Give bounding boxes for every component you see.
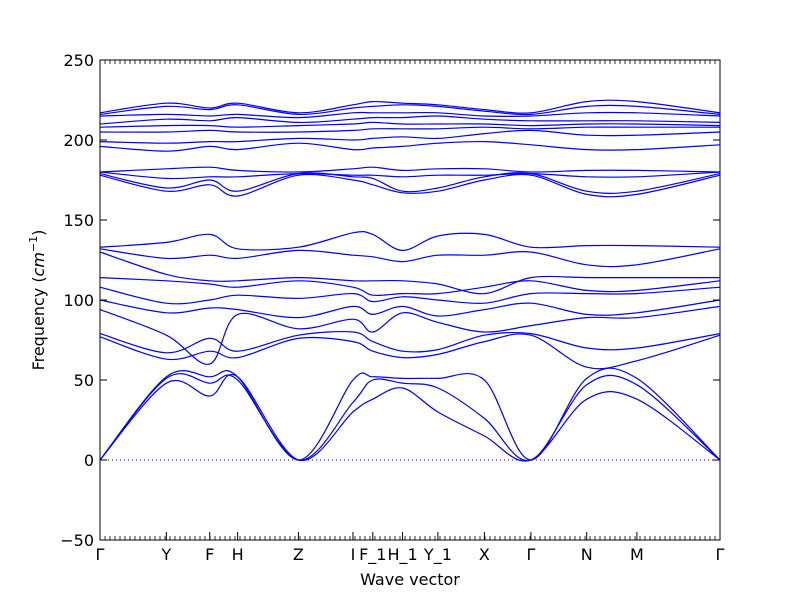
phonon-branch-2 [99, 373, 721, 462]
y-tick-label: 150 [63, 211, 94, 230]
series-layer [99, 99, 721, 462]
phonon-branch-21 [99, 115, 721, 125]
phonon-branch-5 [99, 330, 721, 354]
y-tick-label: 100 [63, 291, 94, 310]
phonon-branch-6 [99, 305, 721, 365]
y-axis-title-exponent: −1 [27, 236, 40, 252]
x-axis-title: Wave vector [360, 570, 460, 589]
x-tick-label: N [581, 545, 593, 564]
y-tick-label: 0 [84, 451, 94, 470]
phonon-branch-10 [99, 251, 720, 295]
x-tick-label: I [351, 545, 356, 564]
phonon-branch-1 [99, 373, 721, 462]
plot-frame [99, 59, 721, 541]
x-tick-label: F [205, 545, 214, 564]
y-tick-label: −50 [60, 531, 94, 550]
x-tick-label: Z [293, 545, 304, 564]
phonon-branch-7 [99, 299, 721, 319]
x-tick-labels: Γ Y F H Z I F_1 H_1 Y_1 X Γ N M Γ [96, 545, 725, 565]
phonon-branch-12 [99, 230, 721, 252]
x-tick-label: Y_1 [423, 545, 452, 565]
y-tick-label: 250 [63, 51, 94, 70]
y-tick-label: 50 [74, 371, 94, 390]
y-axis-title-unit: cm [29, 252, 48, 276]
x-tick-label: F_1 [359, 545, 386, 565]
phonon-branch-18 [99, 129, 721, 144]
x-tick-label: Γ [526, 545, 535, 564]
phonon-branch-19 [99, 126, 720, 133]
phonon-branch-9 [99, 277, 721, 297]
y-tick-labels: −50 0 50 100 150 200 250 [60, 51, 94, 550]
phonon-branch-8 [99, 286, 721, 305]
phonon-branch-20 [99, 121, 721, 128]
phonon-branch-23 [99, 104, 721, 116]
phonon-branch-22 [99, 111, 721, 119]
x-tick-label: X [479, 545, 490, 564]
phonon-branch-3 [99, 367, 721, 461]
y-tick-label: 200 [63, 131, 94, 150]
phonon-branch-15 [99, 171, 721, 180]
phonon-branch-24 [99, 99, 721, 114]
y-axis-title: Frequency (cm−1) [27, 230, 48, 371]
phonon-branch-16 [99, 166, 721, 173]
x-tick-label: H_1 [387, 545, 417, 565]
tick-layer [99, 59, 721, 541]
phonon-branch-13 [99, 173, 721, 198]
phonon-branch-14 [99, 172, 721, 194]
y-axis-title-prefix: Frequency ( [29, 276, 48, 370]
phonon-branch-17 [99, 140, 721, 152]
x-tick-label: M [630, 545, 644, 564]
x-tick-label: Y [160, 545, 171, 564]
x-tick-label: Γ [96, 545, 105, 564]
phonon-branch-11 [99, 248, 721, 268]
x-tick-label: H [232, 545, 244, 564]
y-axis-title-suffix: ) [29, 230, 48, 236]
x-tick-label: Γ [716, 545, 725, 564]
phonon-branch-4 [99, 333, 721, 370]
